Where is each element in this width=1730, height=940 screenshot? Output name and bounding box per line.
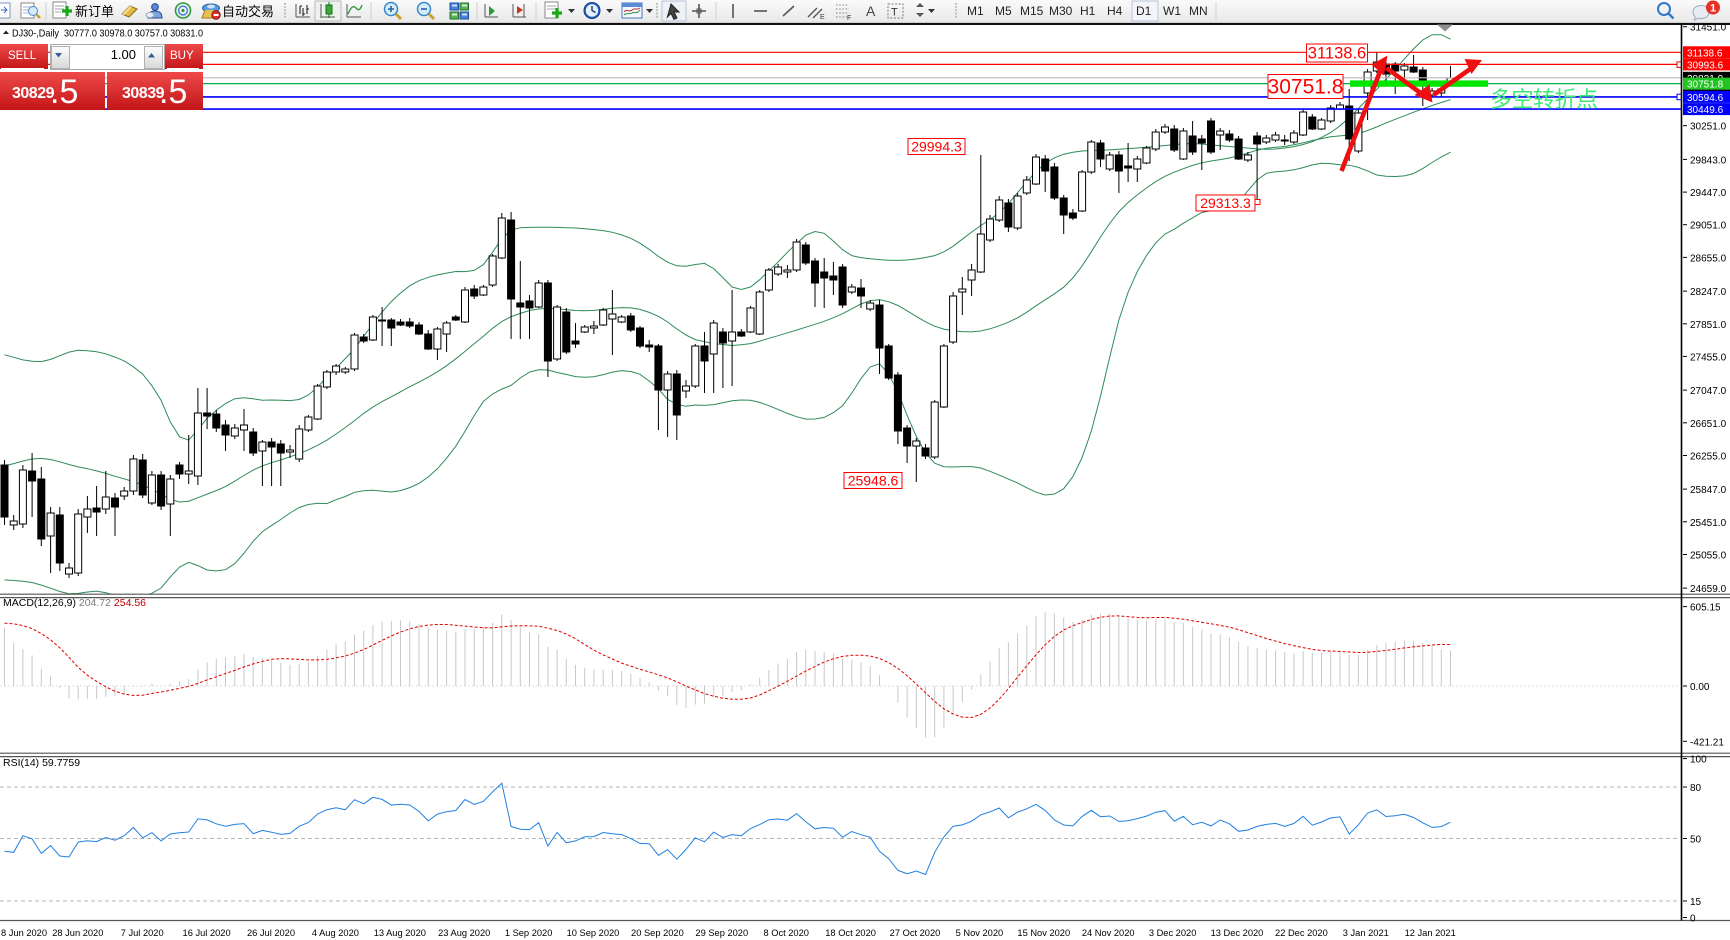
svg-text:29994.3: 29994.3 [911,139,962,155]
svg-text:27851.0: 27851.0 [1690,320,1727,331]
svg-text:24659.0: 24659.0 [1690,584,1727,595]
svg-text:E: E [820,14,825,21]
svg-text:MACD(12,26,9) 204.72 254.56: MACD(12,26,9) 204.72 254.56 [3,597,146,609]
svg-text:M5: M5 [995,4,1012,18]
svg-text:D1: D1 [1136,4,1152,18]
svg-text:31138.6: 31138.6 [1308,45,1366,63]
svg-text:1: 1 [1710,3,1716,15]
svg-text:8 Oct 2020: 8 Oct 2020 [763,928,808,938]
svg-text:W1: W1 [1163,4,1181,18]
svg-text:30993.6: 30993.6 [1687,60,1724,71]
svg-text:28 Jun 2020: 28 Jun 2020 [52,928,103,938]
svg-text:18 Oct 2020: 18 Oct 2020 [825,928,876,938]
svg-text:H4: H4 [1107,4,1123,18]
svg-text:DJ30-,Daily 30777.0 30978.0 3: DJ30-,Daily 30777.0 30978.0 30757.0 3083… [12,28,203,40]
svg-text:8 Jun 2020: 8 Jun 2020 [1,928,47,938]
svg-text:30449.6: 30449.6 [1687,105,1724,116]
svg-text:3 Jan 2021: 3 Jan 2021 [1343,928,1389,938]
svg-text:RSI(14) 59.7759: RSI(14) 59.7759 [3,757,80,769]
svg-text:10 Sep 2020: 10 Sep 2020 [567,928,620,938]
svg-text:29 Sep 2020: 29 Sep 2020 [695,928,748,938]
svg-text:M15: M15 [1020,4,1044,18]
svg-text:27 Oct 2020: 27 Oct 2020 [890,928,941,938]
svg-text:30751.8: 30751.8 [1268,76,1344,99]
svg-text:29313.3: 29313.3 [1200,195,1251,211]
svg-text:H1: H1 [1080,4,1096,18]
svg-text:0.00: 0.00 [1690,682,1710,693]
svg-text:M1: M1 [967,4,984,18]
svg-text:13 Aug 2020: 13 Aug 2020 [374,928,426,938]
svg-text:1 Sep 2020: 1 Sep 2020 [505,928,553,938]
svg-text:23 Aug 2020: 23 Aug 2020 [438,928,490,938]
svg-text:22 Dec 2020: 22 Dec 2020 [1275,928,1328,938]
svg-text:新订单: 新订单 [75,4,114,19]
svg-text:12 Jan 2021: 12 Jan 2021 [1405,928,1456,938]
svg-text:T: T [891,7,898,19]
svg-text:自动交易: 自动交易 [222,4,274,19]
svg-text:30594.6: 30594.6 [1687,93,1724,104]
svg-text:多空转折点: 多空转折点 [1490,87,1598,112]
svg-text:MN: MN [1189,4,1208,18]
svg-text:28655.0: 28655.0 [1690,253,1727,264]
svg-text:29447.0: 29447.0 [1690,188,1727,199]
svg-text:25055.0: 25055.0 [1690,551,1727,562]
svg-text:27455.0: 27455.0 [1690,352,1727,363]
svg-text:16 Jul 2020: 16 Jul 2020 [183,928,231,938]
svg-text:24 Nov 2020: 24 Nov 2020 [1082,928,1135,938]
svg-text:26 Jul 2020: 26 Jul 2020 [247,928,295,938]
svg-text:25451.0: 25451.0 [1690,518,1727,529]
svg-text:0: 0 [1690,914,1696,925]
svg-text:50: 50 [1690,835,1702,846]
svg-text:15: 15 [1690,897,1702,908]
svg-text:3 Dec 2020: 3 Dec 2020 [1149,928,1197,938]
svg-text:30251.0: 30251.0 [1690,122,1727,133]
svg-text:15 Nov 2020: 15 Nov 2020 [1017,928,1070,938]
svg-text:27047.0: 27047.0 [1690,386,1727,397]
svg-text:605.15: 605.15 [1690,603,1721,614]
svg-text:25948.6: 25948.6 [848,473,899,489]
svg-text:F: F [847,15,851,22]
svg-text:7 Jul 2020: 7 Jul 2020 [121,928,164,938]
svg-text:-421.21: -421.21 [1690,737,1724,748]
svg-text:5 Nov 2020: 5 Nov 2020 [956,928,1004,938]
svg-text:4 Aug 2020: 4 Aug 2020 [312,928,359,938]
svg-text:29051.0: 29051.0 [1690,221,1727,232]
svg-text:31451.0: 31451.0 [1690,23,1727,34]
svg-text:31138.6: 31138.6 [1687,48,1723,59]
svg-text:M30: M30 [1049,4,1073,18]
svg-text:A: A [866,3,876,19]
svg-text:13 Dec 2020: 13 Dec 2020 [1211,928,1264,938]
svg-text:100: 100 [1690,755,1707,766]
svg-text:29843.0: 29843.0 [1690,155,1727,166]
svg-text:26651.0: 26651.0 [1690,419,1727,430]
svg-text:80: 80 [1690,783,1702,794]
svg-text:28247.0: 28247.0 [1690,287,1727,298]
svg-text:26255.0: 26255.0 [1690,452,1727,463]
svg-text:20 Sep 2020: 20 Sep 2020 [631,928,684,938]
svg-text:25847.0: 25847.0 [1690,485,1727,496]
svg-text:30751.8: 30751.8 [1687,80,1724,91]
